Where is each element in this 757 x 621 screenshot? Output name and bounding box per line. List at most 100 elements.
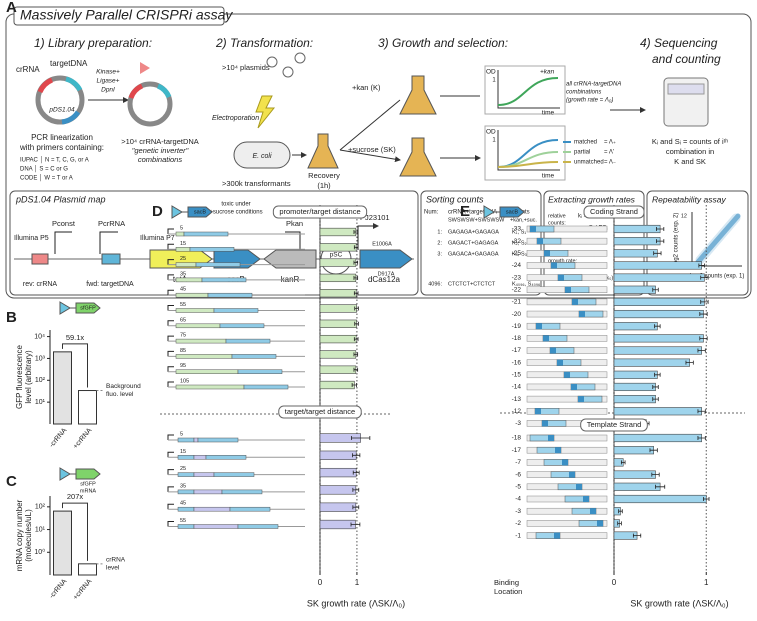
bar [319, 227, 357, 237]
label: Recovery [308, 171, 340, 180]
label: OD [486, 129, 496, 136]
bar [53, 510, 72, 576]
bar [319, 350, 357, 359]
bar [613, 334, 704, 343]
box-title: Sorting counts [426, 194, 484, 204]
error-bar [703, 497, 710, 501]
bar [613, 407, 702, 416]
label: relative [548, 213, 566, 219]
sequencer-part [667, 83, 705, 95]
label: D917A [378, 271, 395, 277]
bar [613, 382, 656, 392]
label: all crRNA-targetDNA [566, 82, 621, 88]
spacer [193, 455, 207, 460]
label: counts: [548, 220, 566, 226]
error-bar [700, 275, 709, 280]
category-label: 75 [180, 333, 186, 339]
bar [613, 446, 654, 455]
label: +kan (K) [352, 83, 381, 92]
section-title-box [272, 205, 368, 219]
label: +kan [540, 69, 555, 76]
y-tick-label: 10² [35, 504, 46, 511]
error-bar [354, 321, 359, 326]
target-block [225, 338, 271, 344]
construct-label: sacB [506, 209, 519, 215]
label: 12 [681, 213, 687, 219]
y-axis-label: (molecules/uL) [24, 509, 33, 562]
promoter-arrow [167, 350, 174, 357]
label: with primers containing: [19, 143, 104, 152]
category-label: -16 [512, 359, 522, 366]
od-axes [497, 130, 560, 171]
category-label: -6 [515, 471, 521, 478]
location-label: Location [494, 587, 522, 596]
spacer [175, 323, 221, 329]
bar [319, 273, 357, 283]
pam-block [583, 496, 589, 502]
bar [319, 450, 357, 460]
bar [613, 395, 656, 404]
category-label: -13 [512, 396, 522, 403]
crrna-arc [128, 83, 144, 99]
label: GAGACT+GAGAGA [448, 240, 499, 246]
label: growth rate: [548, 258, 578, 264]
target-block [177, 506, 195, 512]
label: Kᵢ and Sᵢ = counts of iᵗʰ [652, 137, 728, 146]
error-bar [655, 484, 666, 489]
promoter-arrow [167, 503, 174, 510]
label: +kan,+suc. [510, 217, 537, 223]
label: Illumina P5 [14, 235, 49, 242]
target-block [205, 455, 247, 460]
x-tick-label: 1 [704, 578, 709, 587]
bar [319, 365, 357, 374]
category-label: 65 [180, 317, 186, 323]
error-bar [617, 521, 622, 526]
category-label: -32 [512, 238, 522, 245]
error-bar [656, 239, 665, 244]
target-block [231, 354, 277, 359]
construct-label: sfGFP [80, 481, 96, 487]
pam-block [548, 435, 554, 441]
label: K and SK [674, 157, 706, 166]
bar [319, 319, 357, 328]
y-tick-label: 10⁰ [34, 548, 45, 556]
arrows [440, 95, 480, 158]
error-bar [353, 291, 359, 296]
pam-block [530, 226, 536, 232]
bar [319, 258, 357, 267]
spacer [193, 524, 239, 529]
pam-block [557, 359, 563, 366]
label: >300k transformants [222, 179, 291, 188]
pam-block [576, 483, 582, 490]
target-block [213, 308, 259, 313]
y-axis-label: mRNA copy number [15, 499, 24, 571]
spacer [193, 489, 223, 495]
category-label: 25 [180, 466, 186, 472]
promoter-arrow [167, 366, 174, 372]
label: Pconst [52, 219, 76, 228]
label: combination in [666, 147, 714, 156]
gene-icon [499, 206, 525, 218]
promoter-icon [483, 205, 495, 219]
label: SWSWSW+SWSWSW [448, 217, 505, 223]
error-bar [652, 287, 659, 292]
location-label: Binding [494, 578, 519, 587]
y-axis-label: GFP fluorescence [15, 345, 24, 409]
spacer [193, 506, 231, 512]
bar [613, 237, 661, 246]
promoter-arrow [167, 274, 174, 280]
x-axis-label: SK growth rate (ΛSK/Λ₀) [630, 598, 728, 608]
bar [613, 358, 690, 367]
error-bar [353, 260, 359, 265]
spacer [175, 262, 197, 267]
category-label: 15 [180, 241, 186, 247]
promoter-arrow [167, 259, 174, 265]
bar [319, 380, 355, 390]
error-bar [353, 275, 359, 280]
target-block [195, 262, 241, 267]
label: dCas12a [368, 275, 401, 284]
category-label: 45 [180, 287, 186, 293]
label: combinations [566, 90, 601, 96]
scatter-cloud [695, 213, 741, 265]
y-tick-label: 10¹ [35, 399, 46, 406]
